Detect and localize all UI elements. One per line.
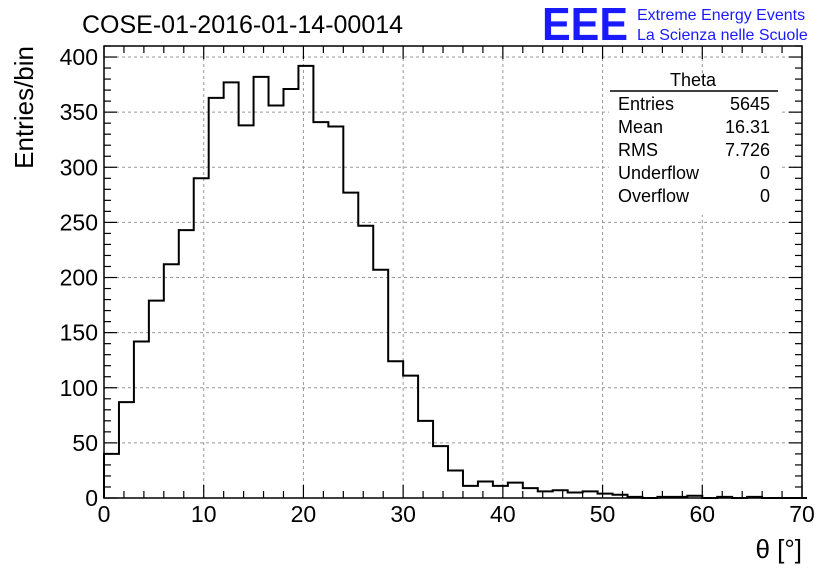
stats-box-background — [609, 75, 781, 215]
stats-value-rms: 7.726 — [725, 140, 770, 160]
stats-label-entries: Entries — [618, 94, 674, 114]
x-tick-label: 40 — [490, 501, 516, 527]
y-tick-label: 50 — [72, 430, 98, 456]
plot-frame — [103, 45, 803, 499]
y-tick-label: 0 — [85, 485, 98, 511]
stats-value-mean: 16.31 — [725, 117, 770, 137]
histogram-line — [103, 64, 807, 499]
stats-value-entries: 5645 — [730, 94, 770, 114]
y-tick-labels: 0 50 100 150 200 250 300 350 400 — [60, 44, 98, 511]
eee-logo-line2: La Scienza nelle Scuole — [637, 27, 808, 44]
x-tick-labels: 0 10 20 30 40 50 60 70 — [98, 501, 815, 527]
x-tick-label: 10 — [191, 501, 217, 527]
x-tick-label: 30 — [390, 501, 416, 527]
y-tick-label: 150 — [60, 320, 98, 346]
x-tick-label: 50 — [590, 501, 616, 527]
y-tick-label: 400 — [60, 44, 98, 70]
stats-value-overflow: 0 — [760, 186, 770, 206]
x-tick-label: 70 — [789, 501, 815, 527]
stats-value-underflow: 0 — [760, 163, 770, 183]
stats-label-overflow: Overflow — [618, 186, 690, 206]
eee-logo-letters: EEE — [542, 0, 628, 50]
x-axis-label: θ [°] — [755, 534, 802, 564]
y-tick-label: 300 — [60, 154, 98, 180]
stats-label-underflow: Underflow — [618, 163, 700, 183]
y-tick-label: 100 — [60, 375, 98, 401]
stats-box: Theta Entries 5645 Mean 16.31 RMS 7.726 … — [609, 70, 781, 215]
y-tick-label: 200 — [60, 265, 98, 291]
eee-logo: EEE Extreme Energy Events La Scienza nel… — [542, 0, 808, 50]
eee-logo-line1: Extreme Energy Events — [637, 7, 805, 24]
y-axis-label: Entries/bin — [9, 46, 39, 169]
y-tick-label: 250 — [60, 209, 98, 235]
stats-label-rms: RMS — [618, 140, 658, 160]
stats-box-title: Theta — [670, 70, 717, 90]
stats-label-mean: Mean — [618, 117, 663, 137]
x-tick-label: 60 — [689, 501, 715, 527]
chart-title: COSE-01-2016-01-14-00014 — [82, 11, 403, 39]
x-tick-label: 0 — [98, 501, 111, 527]
grid-lines — [104, 46, 802, 498]
y-tick-label: 350 — [60, 99, 98, 125]
axis-ticks — [103, 45, 803, 499]
x-tick-label: 20 — [291, 501, 317, 527]
